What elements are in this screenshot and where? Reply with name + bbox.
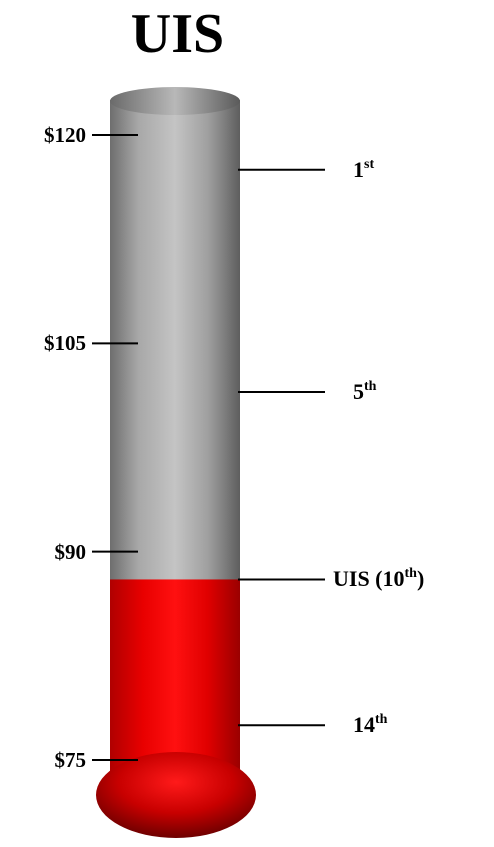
y-tick-label: $120	[44, 123, 86, 147]
thermometer-bulb	[96, 752, 256, 838]
thermometer-cap	[110, 87, 240, 115]
rank-marker-label: 1st	[353, 156, 375, 182]
y-tick-label: $105	[44, 331, 86, 356]
y-tick-label: $90	[54, 539, 87, 564]
y-tick-label: $75	[54, 748, 87, 772]
rank-marker-label: UIS (10th)	[333, 566, 425, 592]
rank-marker-label: 5th	[353, 378, 377, 404]
rank-marker-label: 14th	[353, 712, 388, 738]
thermometer-tube	[110, 100, 240, 581]
chart-title: UIS	[130, 3, 225, 65]
